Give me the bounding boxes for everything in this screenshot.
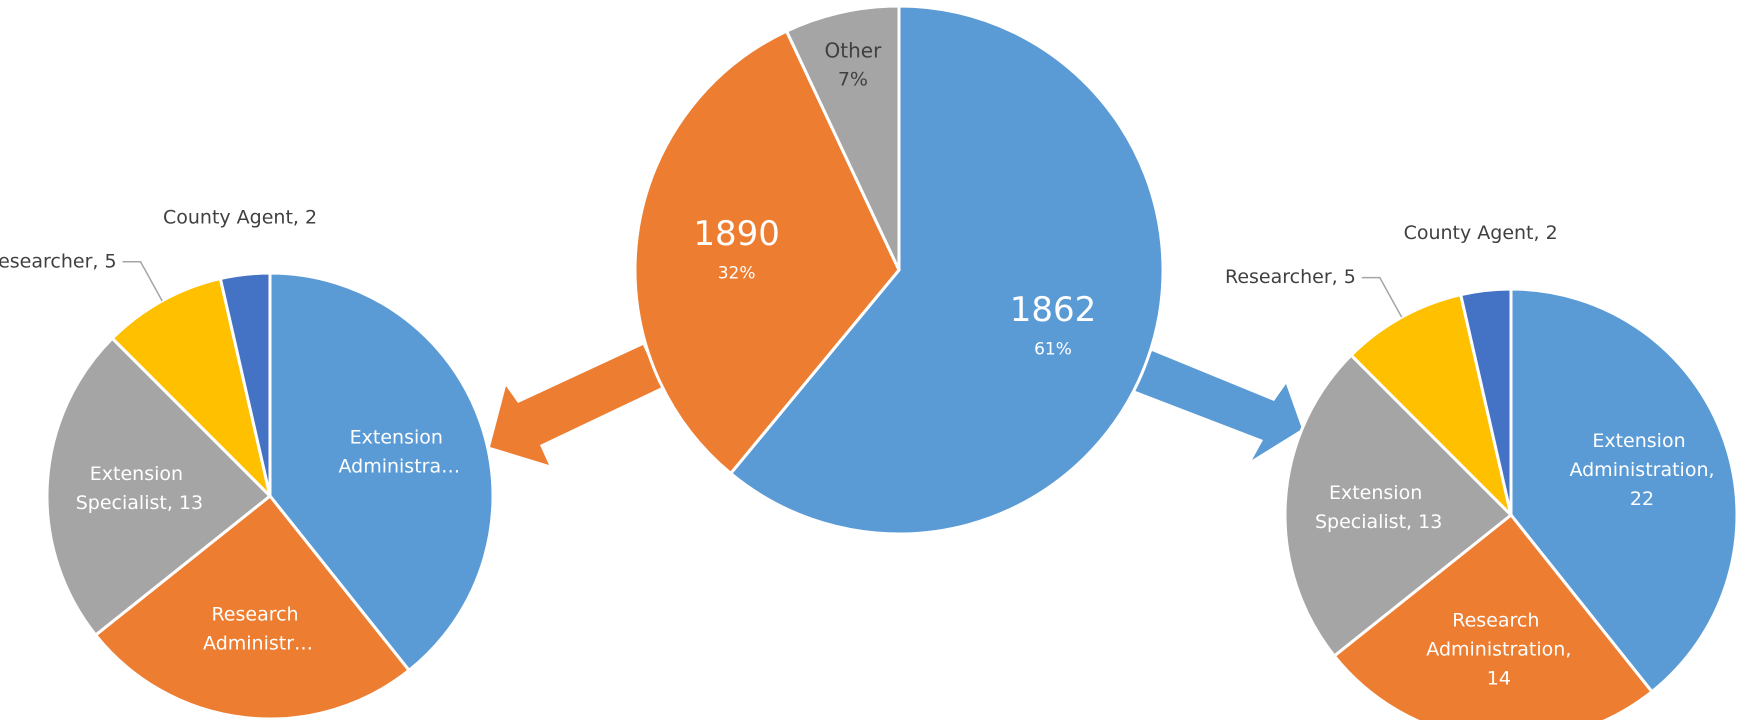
pie-slice xyxy=(268,271,495,673)
arrow-left xyxy=(490,345,662,465)
slice-label: County Agent, 2 xyxy=(1404,222,1558,244)
pie-slice xyxy=(45,336,273,638)
slice-label: Extension Specialist, 13 xyxy=(70,462,203,513)
pie-slice xyxy=(1283,353,1514,659)
slice-label: Extension Specialist, 13 xyxy=(1309,481,1442,532)
slice-label: Researcher, 5 xyxy=(0,250,117,272)
pie-slice xyxy=(93,493,412,720)
slice-label: Research Administration, 14 xyxy=(1420,609,1571,689)
slice-value-label: 61% xyxy=(1034,339,1072,359)
pie-slice xyxy=(218,271,272,497)
slice-category: Other xyxy=(825,38,883,62)
pie-slice xyxy=(1509,287,1739,694)
pie-slice xyxy=(1458,287,1513,516)
slice-label: Researcher, 5 xyxy=(1225,266,1356,288)
slice-category: 1890 xyxy=(693,214,780,254)
pie-slice xyxy=(110,276,273,501)
slice-value-label: 32% xyxy=(718,263,756,283)
slice-label: Extension Administra… xyxy=(332,426,460,477)
slice-category: 1862 xyxy=(1010,290,1097,330)
pie-slice xyxy=(784,4,901,271)
leader-line xyxy=(1361,276,1403,318)
slice-label: Research Administr… xyxy=(197,603,313,654)
pie-slice xyxy=(728,4,1165,536)
arrow-right xyxy=(1133,351,1302,460)
pie-slice xyxy=(1349,292,1514,520)
pie-slice xyxy=(1332,512,1655,720)
slice-label: Extension Administration, 22 xyxy=(1563,430,1714,510)
slice-value-label: 7% xyxy=(838,68,868,90)
slice-label: County Agent, 2 xyxy=(163,207,317,229)
pie-slice xyxy=(633,29,901,476)
leader-line xyxy=(122,261,163,302)
